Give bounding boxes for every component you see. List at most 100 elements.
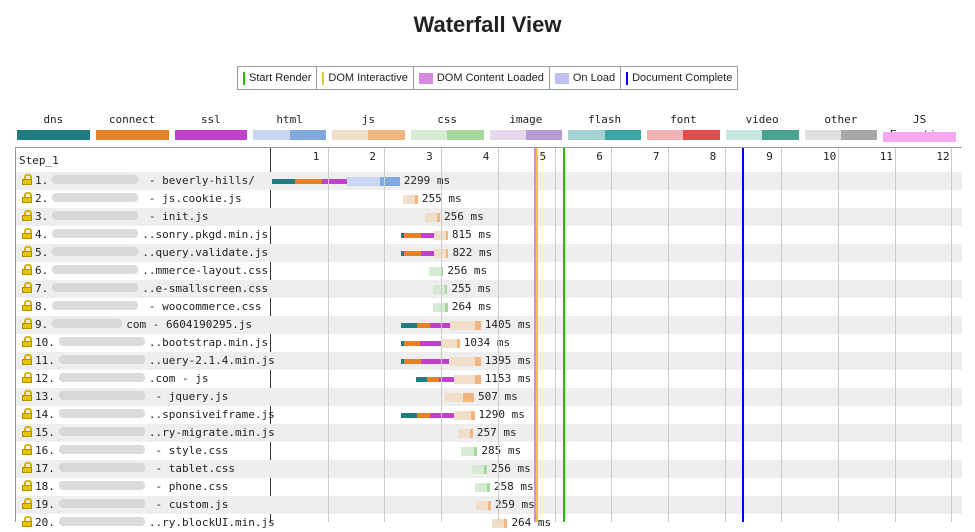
request-label[interactable]: 14. ..sponsiveiframe.js: [22, 408, 275, 421]
tick-label: 4: [482, 150, 490, 163]
request-row[interactable]: 14. ..sponsiveiframe.js 1290 ms: [16, 406, 962, 424]
type-swatch: [253, 130, 326, 140]
request-duration: 2299 ms: [403, 174, 451, 187]
tick-label: 1: [312, 150, 320, 163]
request-label[interactable]: 17. - tablet.css: [22, 462, 235, 475]
type-legend-label: JS Execution: [890, 113, 950, 141]
redacted-domain: [52, 301, 139, 310]
request-row[interactable]: 20. ..ry.blockUI.min.js 264 ms: [16, 514, 962, 532]
timing-dns: [401, 233, 405, 238]
timing-ssl: [430, 413, 455, 418]
request-label[interactable]: 4. ..sonry.pkgd.min.js: [22, 228, 268, 241]
gridline: [781, 148, 783, 522]
request-name: .com - js: [148, 372, 209, 385]
request-label[interactable]: 19. - custom.js: [22, 498, 228, 511]
request-duration: 264 ms: [511, 516, 552, 529]
timeline-header: Step_1 1 2 3 4 5 6 7 8 9 10 11 12: [16, 148, 962, 172]
timing-receive: [487, 483, 490, 492]
request-label[interactable]: 5. ..query.validate.js: [22, 246, 268, 259]
timing-wait: [425, 213, 438, 222]
timing-connect: [404, 233, 421, 238]
request-number: 19.: [35, 498, 55, 511]
timing-wait: [433, 303, 446, 312]
timing-receive: [415, 195, 418, 204]
request-label[interactable]: 10. ..bootstrap.min.js: [22, 336, 268, 349]
request-number: 15.: [35, 426, 55, 439]
tick-label: 11: [879, 150, 893, 163]
request-row[interactable]: 9. com - 6604190295.js 1405 ms: [16, 316, 962, 334]
timing-receive: [445, 249, 449, 258]
request-name: ..uery-2.1.4.min.js: [148, 354, 275, 367]
timing-ssl: [420, 251, 435, 256]
timing-connect: [404, 359, 421, 364]
type-legend-6: image: [489, 112, 563, 140]
request-label[interactable]: 18. - phone.css: [22, 480, 228, 493]
request-duration: 257 ms: [476, 426, 517, 439]
redacted-domain: [58, 355, 145, 364]
request-label[interactable]: 8. - woocommerce.css: [22, 300, 261, 313]
request-row[interactable]: 19. - custom.js 259 ms: [16, 496, 962, 514]
timing-receive: [484, 465, 488, 474]
request-row[interactable]: 7. ..e-smallscreen.css 255 ms: [16, 280, 962, 298]
request-name: ..sponsiveiframe.js: [148, 408, 275, 421]
request-row[interactable]: 2. - js.cookie.js 255 ms: [16, 190, 962, 208]
type-swatch: [883, 132, 956, 142]
timing-wait: [449, 321, 476, 330]
timing-wait: [449, 357, 475, 366]
request-label[interactable]: 6. ..mmerce-layout.css: [22, 264, 268, 277]
request-row[interactable]: 17. - tablet.css 256 ms: [16, 460, 962, 478]
timing-receive: [379, 177, 400, 186]
request-duration: 1153 ms: [484, 372, 532, 385]
request-row[interactable]: 8. - woocommerce.css 264 ms: [16, 298, 962, 316]
timing-wait: [454, 375, 476, 384]
request-duration: 1034 ms: [463, 336, 511, 349]
request-row[interactable]: 18. - phone.css 258 ms: [16, 478, 962, 496]
request-row[interactable]: 13. - jquery.js 507 ms: [16, 388, 962, 406]
request-row[interactable]: 1. - beverly-hills/2299 ms: [16, 172, 962, 190]
type-swatch: [804, 130, 878, 140]
request-label[interactable]: 3. - init.js: [22, 210, 208, 223]
timing-wait: [441, 339, 457, 348]
request-number: 18.: [35, 480, 55, 493]
gridline: [838, 148, 839, 522]
request-label[interactable]: 12. .com - js: [22, 372, 208, 385]
legend-label: Document Complete: [632, 72, 733, 84]
request-row[interactable]: 4. ..sonry.pkgd.min.js 815 ms: [16, 226, 962, 244]
request-name: ..e-smallscreen.css: [142, 282, 269, 295]
tick-label: 12: [936, 150, 950, 163]
legend-item-2: DOM Content Loaded: [414, 67, 550, 89]
request-label[interactable]: 13. - jquery.js: [22, 390, 228, 403]
request-label[interactable]: 15. ..ry-migrate.min.js: [22, 426, 275, 439]
timing-receive: [445, 231, 448, 240]
request-row[interactable]: 10. ..bootstrap.min.js 1034 ms: [16, 334, 962, 352]
page-title: Waterfall View: [413, 12, 562, 37]
timing-connect: [417, 323, 430, 328]
request-row[interactable]: 3. - init.js 256 ms: [16, 208, 962, 226]
request-row[interactable]: 12. .com - js 1153 ms: [16, 370, 962, 388]
request-label[interactable]: 1. - beverly-hills/: [22, 174, 255, 187]
request-row[interactable]: 5. ..query.validate.js 822 ms: [16, 244, 962, 262]
type-legend-label: flash: [588, 113, 622, 126]
timing-ssl: [420, 233, 435, 238]
request-label[interactable]: 9. com - 6604190295.js: [22, 318, 252, 331]
lock-icon: [22, 336, 32, 347]
legend-marker: [322, 71, 325, 85]
request-row[interactable]: 11. ..uery-2.1.4.min.js 1395 ms: [16, 352, 962, 370]
request-name: - custom.js: [148, 498, 229, 511]
timing-receive: [475, 375, 481, 384]
redacted-domain: [58, 445, 145, 454]
request-label[interactable]: 20. ..ry.blockUI.min.js: [22, 516, 275, 529]
request-number: 16.: [35, 444, 55, 457]
request-row[interactable]: 15. ..ry-migrate.min.js 257 ms: [16, 424, 962, 442]
request-label[interactable]: 11. ..uery-2.1.4.min.js: [22, 354, 275, 367]
type-legend-0: dns: [17, 112, 90, 140]
tick-label: 5: [539, 150, 547, 163]
request-label[interactable]: 2. - js.cookie.js: [22, 192, 242, 205]
request-label[interactable]: 7. ..e-smallscreen.css: [22, 282, 268, 295]
request-row[interactable]: 6. ..mmerce-layout.css 256 ms: [16, 262, 962, 280]
type-legend-8: font: [647, 112, 720, 140]
request-label[interactable]: 16. - style.css: [22, 444, 228, 457]
request-name: - init.js: [142, 210, 209, 223]
timing-receive: [445, 303, 448, 312]
request-row[interactable]: 16. - style.css 285 ms: [16, 442, 962, 460]
